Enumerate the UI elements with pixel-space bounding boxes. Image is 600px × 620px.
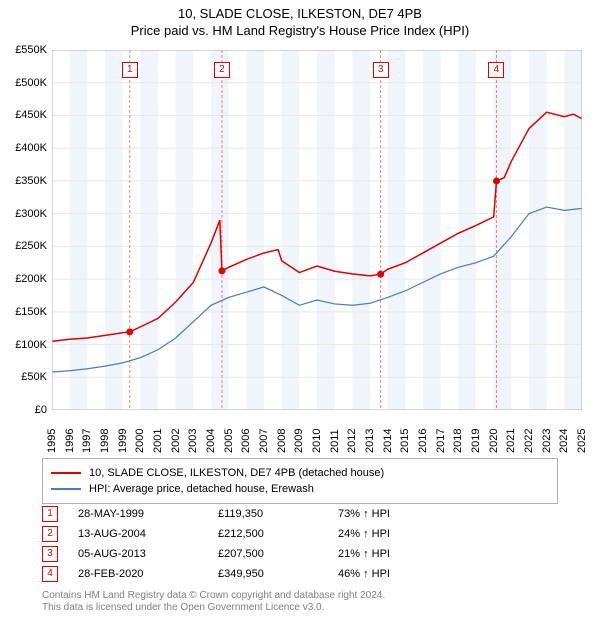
x-tick-label: 2007 [258,418,270,453]
y-tick-label: £350K [2,175,47,187]
event-date: 05-AUG-2013 [78,548,218,560]
event-row: 4 28-FEB-2020 £349,950 46% ↑ HPI [42,564,558,584]
y-tick-label: £0 [2,404,47,416]
x-tick-label: 2025 [576,418,588,453]
event-marker-icon: 1 [42,506,58,522]
y-tick-label: £550K [2,44,47,56]
x-tick-label: 2015 [399,418,411,453]
event-date: 28-FEB-2020 [78,568,218,580]
x-tick-label: 2023 [541,418,553,453]
event-price: £207,500 [218,548,338,560]
x-tick-label: 2018 [452,418,464,453]
legend: 10, SLADE CLOSE, ILKESTON, DE7 4PB (deta… [42,458,558,504]
event-marker-icon: 3 [42,546,58,562]
event-price: £212,500 [218,528,338,540]
event-pct: 24% ↑ HPI [338,528,438,540]
x-tick-label: 2016 [417,418,429,453]
x-tick-label: 2011 [329,418,341,453]
event-date: 13-AUG-2004 [78,528,218,540]
event-marker-icon: 4 [488,62,504,78]
legend-swatch [51,488,81,490]
y-tick-label: £300K [2,208,47,220]
legend-label: HPI: Average price, detached house, Erew… [89,483,314,495]
y-tick-label: £450K [2,109,47,121]
x-tick-label: 2008 [276,418,288,453]
event-row: 1 28-MAY-1999 £119,350 73% ↑ HPI [42,504,558,524]
event-row: 3 05-AUG-2013 £207,500 21% ↑ HPI [42,544,558,564]
x-tick-label: 2006 [240,418,252,453]
x-tick-label: 2013 [364,418,376,453]
event-date: 28-MAY-1999 [78,508,218,520]
event-pct: 46% ↑ HPI [338,568,438,580]
event-price: £349,950 [218,568,338,580]
plot-svg [52,50,582,410]
x-tick-label: 2020 [488,418,500,453]
event-marker-icon: 2 [42,526,58,542]
x-tick-label: 2009 [293,418,305,453]
x-tick-label: 2004 [205,418,217,453]
chart-subtitle: Price paid vs. HM Land Registry's House … [0,21,600,38]
x-tick-label: 1995 [46,418,58,453]
event-row: 2 13-AUG-2004 £212,500 24% ↑ HPI [42,524,558,544]
x-tick-label: 2019 [470,418,482,453]
x-tick-label: 2001 [152,418,164,453]
y-tick-label: £500K [2,77,47,89]
x-tick-label: 2014 [382,418,394,453]
x-tick-label: 2021 [505,418,517,453]
y-tick-label: £150K [2,306,47,318]
legend-label: 10, SLADE CLOSE, ILKESTON, DE7 4PB (deta… [89,467,384,479]
event-marker-icon: 4 [42,566,58,582]
x-tick-label: 2017 [435,418,447,453]
x-tick-label: 1996 [64,418,76,453]
events-table: 1 28-MAY-1999 £119,350 73% ↑ HPI 2 13-AU… [42,504,558,584]
y-tick-label: £250K [2,240,47,252]
x-tick-label: 2012 [346,418,358,453]
chart-area [52,50,582,410]
legend-item: HPI: Average price, detached house, Erew… [51,481,549,497]
x-tick-label: 1998 [99,418,111,453]
event-marker-icon: 1 [122,62,138,78]
footer: Contains HM Land Registry data © Crown c… [42,590,385,614]
event-pct: 73% ↑ HPI [338,508,438,520]
event-marker-icon: 2 [214,62,230,78]
x-tick-label: 2005 [223,418,235,453]
event-price: £119,350 [218,508,338,520]
chart-title: 10, SLADE CLOSE, ILKESTON, DE7 4PB [0,0,600,21]
x-tick-label: 1999 [117,418,129,453]
x-tick-label: 1997 [81,418,93,453]
footer-line: Contains HM Land Registry data © Crown c… [42,590,385,602]
y-tick-label: £200K [2,273,47,285]
legend-item: 10, SLADE CLOSE, ILKESTON, DE7 4PB (deta… [51,465,549,481]
x-tick-label: 2003 [187,418,199,453]
y-tick-label: £400K [2,142,47,154]
event-pct: 21% ↑ HPI [338,548,438,560]
x-tick-label: 2010 [311,418,323,453]
chart-container: 10, SLADE CLOSE, ILKESTON, DE7 4PB Price… [0,0,600,620]
x-tick-label: 2022 [523,418,535,453]
footer-line: This data is licensed under the Open Gov… [42,602,385,614]
x-tick-label: 2000 [134,418,146,453]
event-marker-icon: 3 [373,62,389,78]
y-tick-label: £50K [2,371,47,383]
y-tick-label: £100K [2,339,47,351]
x-tick-label: 2002 [170,418,182,453]
x-tick-label: 2024 [558,418,570,453]
legend-swatch [51,472,81,474]
